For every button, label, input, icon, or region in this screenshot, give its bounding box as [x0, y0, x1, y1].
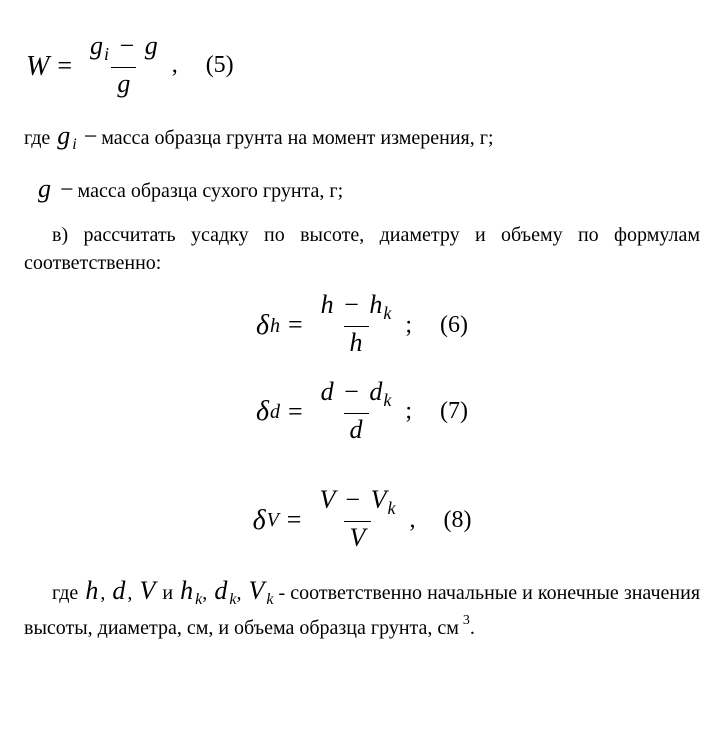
- var-Vk: V: [247, 576, 267, 605]
- var-Vk: V: [371, 485, 387, 514]
- sub-k: k: [386, 498, 395, 518]
- var-V: V: [319, 485, 334, 514]
- minus-sign: −: [340, 290, 363, 319]
- eq7-lhs: δ: [256, 392, 269, 431]
- equation-6: δh = h − hk h ; (6): [24, 291, 700, 359]
- equals-sign: =: [280, 394, 311, 430]
- var-hk: h: [178, 576, 195, 605]
- comma: ,: [127, 582, 137, 604]
- eq7-punct: ;: [401, 395, 412, 429]
- sub-k: k: [382, 390, 391, 410]
- dash: −: [82, 124, 102, 150]
- var-h: h: [321, 290, 334, 319]
- eq7-fraction: d − dk d: [311, 378, 402, 446]
- definition-g: g −масса образца сухого грунта, г;: [24, 171, 700, 208]
- text-pre: где: [52, 582, 83, 604]
- sub-i-inline: i: [72, 136, 76, 153]
- eq5-fraction: gi − g g: [80, 32, 168, 100]
- text-pre: где: [24, 127, 55, 149]
- eq5-numerator: gi − g: [84, 32, 164, 67]
- eq5-lhs: W: [26, 47, 49, 86]
- var-g: g: [145, 31, 158, 60]
- var-gi-inline: g: [55, 121, 72, 150]
- text-gi: масса образца грунта на момент измерения…: [101, 127, 493, 149]
- equals-sign: =: [279, 502, 310, 538]
- equals-sign: =: [49, 48, 80, 84]
- var-hk: h: [369, 290, 382, 319]
- text-and: и: [157, 582, 178, 604]
- equation-5: W = gi − g g , (5): [24, 32, 700, 100]
- eq8-lhs-sub: V: [266, 506, 279, 534]
- var-h: h: [83, 576, 100, 605]
- eq6-number: (6): [412, 309, 468, 343]
- eq7-number: (7): [412, 395, 468, 429]
- eq8-number: (8): [415, 504, 471, 538]
- spacer: [24, 464, 700, 474]
- eq8-denominator: V: [344, 521, 372, 555]
- period: .: [470, 617, 475, 639]
- comma: ,: [100, 582, 110, 604]
- eq5-punct: ,: [168, 49, 178, 83]
- final-paragraph: где h, d, V и hk, dk, Vk - соответственн…: [24, 573, 700, 642]
- var-gi: g: [90, 31, 103, 60]
- var-dk: d: [212, 576, 229, 605]
- comma: ,: [236, 582, 246, 604]
- eq6-numerator: h − hk: [315, 291, 398, 326]
- equals-sign: =: [280, 307, 311, 343]
- sub-k: k: [382, 303, 391, 323]
- text-g: масса образца сухого грунта, г;: [78, 180, 344, 202]
- equation-7: δd = d − dk d ; (7): [24, 378, 700, 446]
- eq7-numerator: d − dk: [315, 378, 398, 413]
- sub-k: k: [266, 591, 273, 608]
- exponent-3: 3: [459, 613, 470, 628]
- equation-8: δV = V − Vk V , (8): [24, 486, 700, 554]
- eq6-denominator: h: [344, 326, 369, 360]
- eq7-denominator: d: [344, 413, 369, 447]
- eq8-numerator: V − Vk: [313, 486, 401, 521]
- var-V: V: [137, 576, 157, 605]
- eq8-fraction: V − Vk V: [309, 486, 405, 554]
- paragraph-v: в) рассчитать усадку по высоте, диаметру…: [24, 221, 700, 277]
- minus-sign: −: [341, 485, 364, 514]
- eq6-lhs-sub: h: [269, 312, 280, 340]
- sub-i: i: [103, 44, 109, 64]
- eq6-fraction: h − hk h: [311, 291, 402, 359]
- eq5-denominator: g: [111, 67, 136, 101]
- var-dk: d: [369, 377, 382, 406]
- dash: −: [58, 177, 78, 203]
- var-g-inline: g: [36, 174, 53, 203]
- eq6-lhs: δ: [256, 306, 269, 345]
- var-d: d: [321, 377, 334, 406]
- comma: ,: [202, 582, 212, 604]
- definition-gi: где gi −масса образца грунта на момент и…: [24, 118, 700, 156]
- eq8-lhs: δ: [253, 501, 266, 540]
- minus-sign: −: [116, 31, 139, 60]
- eq5-number: (5): [178, 49, 234, 83]
- minus-sign: −: [340, 377, 363, 406]
- eq8-punct: ,: [405, 504, 415, 538]
- eq6-punct: ;: [401, 309, 412, 343]
- var-d: d: [110, 576, 127, 605]
- eq7-lhs-sub: d: [269, 398, 280, 426]
